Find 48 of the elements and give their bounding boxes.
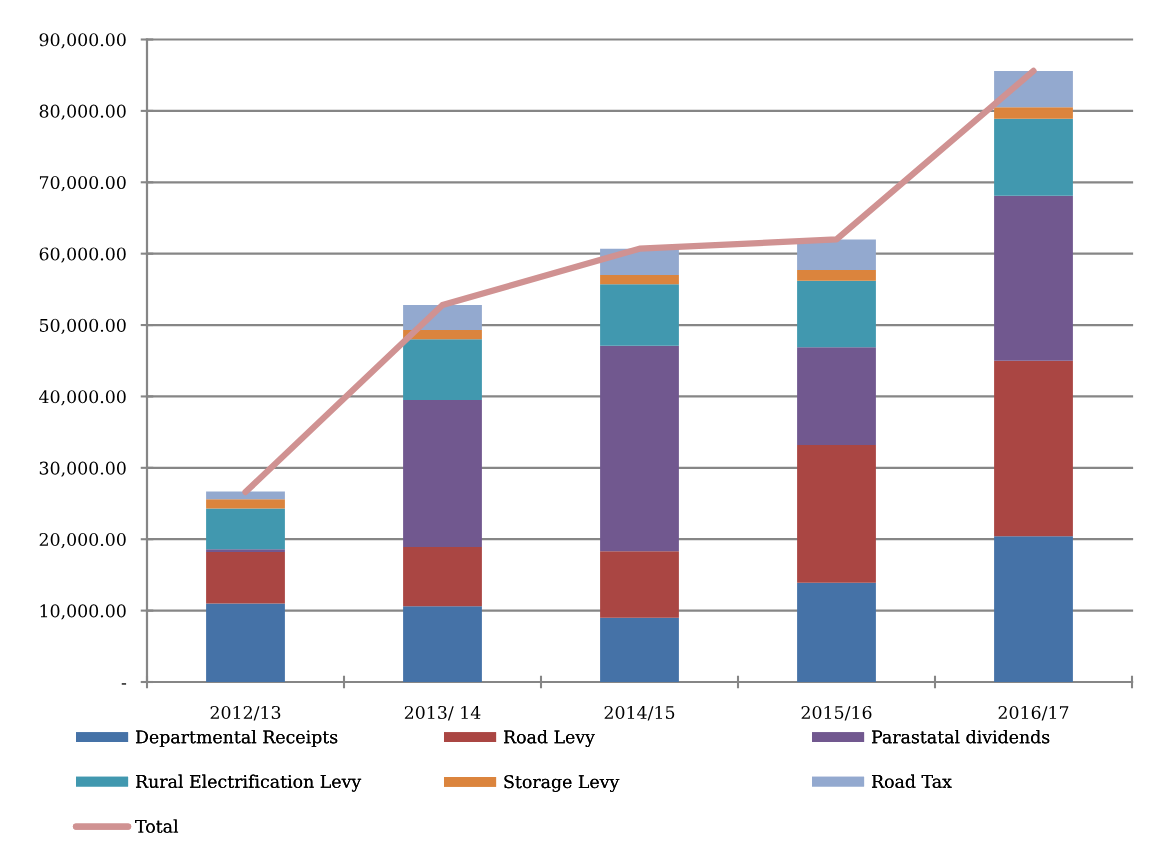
bar bbox=[206, 549, 285, 553]
bar bbox=[206, 552, 285, 604]
legend-label: Road Levy bbox=[503, 730, 595, 748]
y-tick-label: 20,000.00 bbox=[39, 532, 126, 549]
legend-label: Storage Levy bbox=[504, 775, 620, 792]
x-tick-label: 2016/17 bbox=[998, 705, 1069, 721]
bar bbox=[206, 508, 285, 550]
legend-label: Parastatal dividends bbox=[871, 730, 1050, 744]
y-tick-label: 10,000.00 bbox=[40, 604, 126, 620]
x-tick-label: 2013/ 14 bbox=[404, 705, 481, 721]
bar bbox=[797, 582, 876, 682]
bar bbox=[994, 118, 1073, 196]
bar bbox=[600, 345, 679, 552]
y-tick-label: 70,000.00 bbox=[39, 175, 126, 192]
bar bbox=[206, 491, 285, 500]
bar bbox=[403, 400, 482, 548]
y-tick-label: 40,000.00 bbox=[39, 390, 126, 406]
bar bbox=[797, 239, 876, 271]
bar bbox=[206, 499, 285, 509]
y-tick-label: 80,000.00 bbox=[39, 104, 126, 120]
legend-label: Road Tax bbox=[871, 774, 952, 789]
bar bbox=[403, 547, 482, 607]
bar bbox=[206, 603, 285, 682]
bar bbox=[797, 270, 876, 281]
x-tick-label: 2015/16 bbox=[801, 705, 872, 721]
bar bbox=[600, 275, 679, 285]
y-tick-label: 60,000.00 bbox=[39, 247, 126, 263]
x-tick-label: 2012/13 bbox=[210, 705, 281, 721]
legend-label: Rural Electrification Levy bbox=[135, 774, 362, 792]
y-tick-label: 30,000.00 bbox=[39, 461, 126, 477]
legend-label: Departmental Receipts bbox=[135, 730, 338, 747]
bar bbox=[403, 606, 482, 682]
bar bbox=[403, 339, 482, 401]
bar bbox=[797, 280, 876, 348]
legend-label: Total bbox=[135, 819, 179, 833]
bar bbox=[994, 195, 1073, 361]
bar bbox=[600, 284, 679, 346]
y-tick-label: - bbox=[121, 683, 127, 685]
bar bbox=[994, 107, 1073, 119]
bar bbox=[994, 536, 1073, 682]
bar bbox=[994, 360, 1073, 537]
bar bbox=[797, 444, 876, 583]
y-tick-label: 90,000.00 bbox=[39, 33, 126, 49]
bar bbox=[600, 551, 679, 618]
bar bbox=[797, 347, 876, 445]
x-tick-label: 2014/15 bbox=[604, 705, 675, 721]
y-tick-label: 50,000.00 bbox=[39, 318, 126, 335]
bar bbox=[600, 617, 679, 682]
